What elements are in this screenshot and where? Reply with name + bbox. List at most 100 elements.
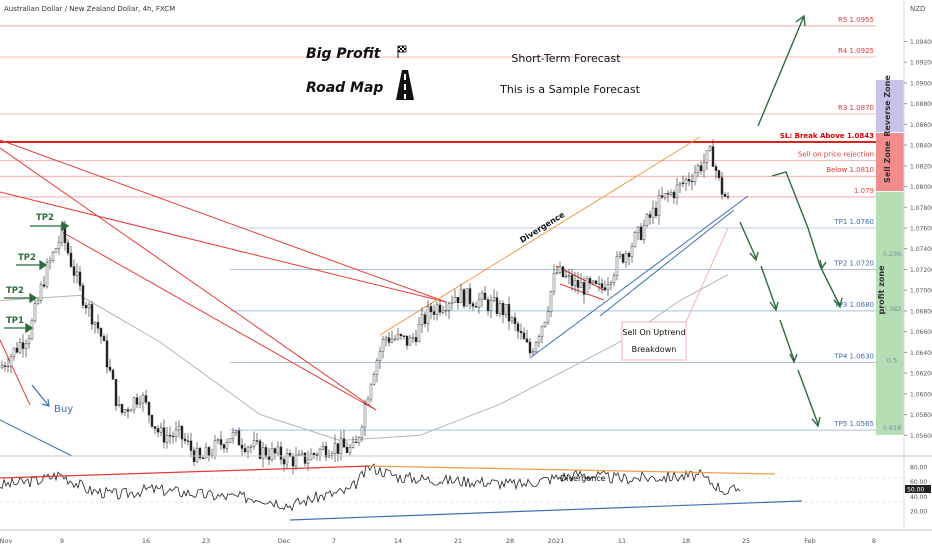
time-tick-label: 18 (682, 537, 690, 545)
forecast-seg-1 (739, 221, 757, 259)
support-line-left (0, 419, 73, 457)
candle-body (552, 273, 556, 292)
candle-body (702, 162, 706, 172)
candle-body (45, 262, 49, 287)
candle-body (393, 338, 397, 340)
candle-body (582, 282, 586, 295)
candle-body (630, 246, 634, 257)
candle-body (723, 194, 727, 197)
candle-body (453, 297, 457, 303)
candle-body (585, 278, 589, 295)
candle-body (672, 192, 676, 199)
forecast-arrows (739, 14, 843, 428)
sell-zone-box (876, 133, 904, 191)
candle-body (207, 447, 211, 456)
time-tick-label: 14 (394, 537, 402, 545)
candle-body (180, 425, 184, 440)
candle-body (114, 379, 118, 406)
candle-body (273, 448, 277, 454)
candle-body (72, 266, 76, 276)
forecast-seg-4 (797, 369, 819, 425)
candle-body (639, 226, 643, 240)
currency-label: NZD (910, 5, 925, 13)
fib-label: 0.618 (883, 424, 902, 432)
candle-body (438, 304, 442, 313)
candle-body (726, 196, 730, 198)
candle-body (198, 447, 202, 459)
candle-body (30, 320, 34, 339)
candle-body (162, 427, 166, 443)
candle-body (174, 429, 178, 438)
candle-body (513, 317, 517, 324)
candle-body (429, 306, 433, 313)
candle-body (309, 453, 313, 461)
rsi-tick-label: 40.00 (910, 494, 927, 501)
forecast-arrow-head-3 (789, 353, 798, 364)
candle-body (480, 292, 484, 300)
candle-body (171, 435, 175, 438)
candle-body (204, 447, 208, 459)
candle-body (21, 342, 25, 349)
candle-body (81, 285, 85, 306)
rsi-value-box (905, 485, 931, 493)
time-tick-label: 11 (618, 537, 626, 545)
candle-body (684, 178, 688, 184)
candle-body (405, 335, 409, 346)
candle-body (225, 442, 229, 449)
candle-body (342, 438, 346, 448)
forecast-arrow-head-1 (749, 251, 759, 262)
candle-body (321, 446, 325, 450)
candle-body (591, 280, 595, 283)
candle-body (90, 304, 94, 325)
candle-body (201, 457, 205, 459)
candle-body (648, 214, 652, 218)
level-label: Below 1.0810 (826, 166, 874, 174)
forecast-arrow-head-bottom (811, 416, 821, 428)
candle-body (459, 289, 463, 304)
tp2-label-3: TP2 (6, 286, 24, 296)
candle-body (51, 252, 55, 261)
time-tick-label: Nov (0, 537, 12, 545)
candle-body (84, 305, 88, 309)
candle-body (264, 447, 268, 457)
rsi-line (0, 463, 741, 512)
candle-body (597, 283, 601, 285)
trendline-red-2 (0, 191, 447, 303)
candle-body (387, 337, 391, 343)
candle-body (564, 275, 568, 278)
candle-body (12, 347, 16, 357)
level-label: 1.079 (854, 187, 874, 195)
rsi-tick-label: 20.00 (910, 509, 927, 516)
candle-body (147, 402, 151, 416)
candle-body (213, 440, 217, 457)
candle-body (42, 284, 46, 287)
fib-label: 0.236 (883, 250, 902, 258)
candle-body (108, 366, 112, 371)
time-tick-label: 7 (332, 537, 336, 545)
candle-body (690, 180, 694, 183)
left-tp-arrows (4, 220, 70, 334)
candle-body (588, 278, 592, 283)
candle-body (678, 182, 682, 186)
candle-body (414, 337, 418, 342)
candle-body (57, 241, 61, 249)
candle-body (492, 297, 496, 301)
candle-body (54, 248, 58, 253)
candle-body (546, 311, 550, 323)
candle-body (132, 397, 136, 411)
candle-body (618, 253, 622, 257)
candle-body (441, 310, 445, 313)
candle-body (222, 444, 226, 449)
candle-body (486, 299, 490, 311)
candle-body (510, 317, 514, 322)
candle-body (669, 192, 673, 195)
candle-body (123, 409, 127, 413)
candle-body (333, 443, 337, 454)
candle-body (246, 447, 250, 453)
rsi-value-label: 50.00 (907, 487, 924, 494)
candle-body (291, 456, 295, 467)
candle-body (234, 430, 238, 433)
time-tick-label: 9 (60, 537, 64, 545)
